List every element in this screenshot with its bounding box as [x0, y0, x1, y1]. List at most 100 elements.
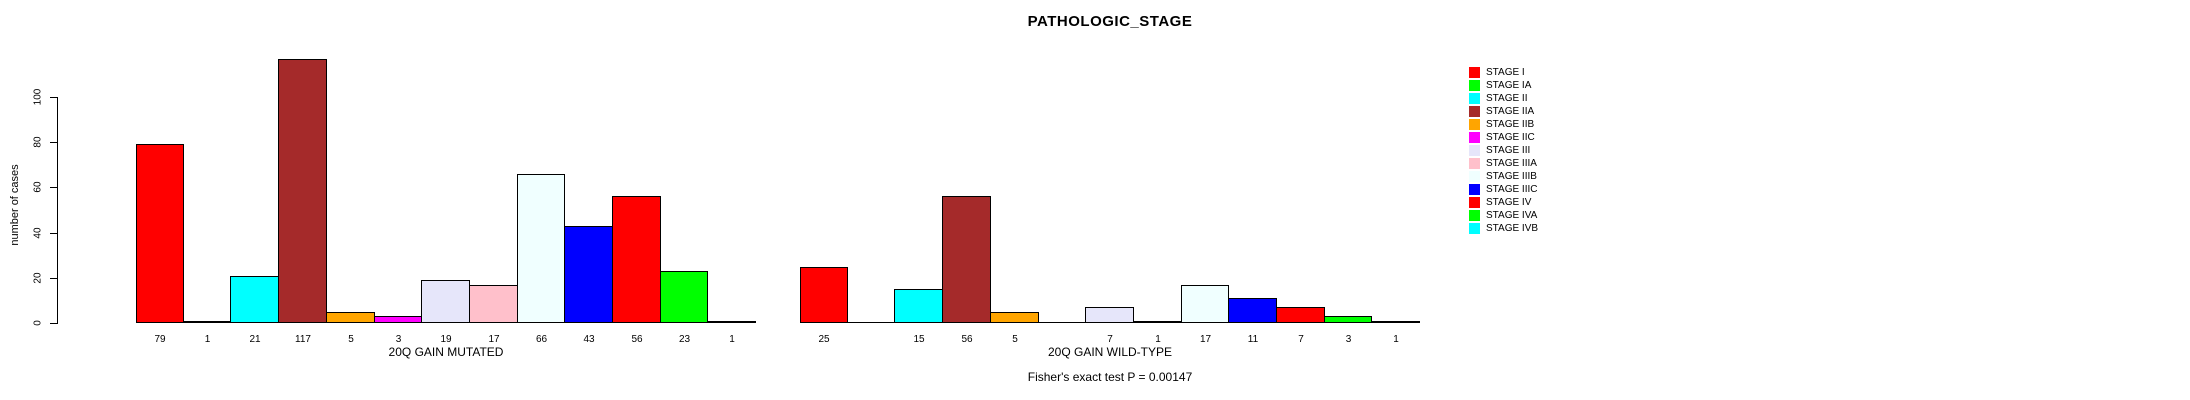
bar-stage-iiib — [517, 174, 565, 323]
y-axis-line — [57, 97, 58, 324]
bar-value-label: 43 — [583, 334, 595, 345]
bar-value-label: 5 — [348, 334, 354, 345]
bar-stage-iic — [374, 316, 422, 323]
legend-item-stage-iia: STAGE IIA — [1469, 105, 1589, 118]
bar-value-label: 117 — [295, 334, 311, 345]
bar-stage-iii — [421, 280, 470, 323]
bar-stage-iib — [990, 312, 1039, 323]
chart-title: PATHOLOGIC_STAGE — [1027, 13, 1193, 30]
legend-label: STAGE IV — [1486, 197, 1532, 208]
legend-label: STAGE I — [1486, 67, 1525, 78]
legend-label: STAGE IIB — [1486, 119, 1535, 130]
legend-label: STAGE IIC — [1486, 132, 1535, 143]
legend-item-stage-iic: STAGE IIC — [1469, 131, 1589, 144]
legend-swatch-stage-iia — [1469, 106, 1480, 117]
y-tick-label: 60 — [32, 181, 44, 193]
bar-stage-iv — [612, 196, 661, 323]
bar-value-label: 1 — [729, 334, 735, 345]
y-tick — [50, 323, 57, 324]
y-tick-label: 100 — [32, 88, 44, 106]
bar-value-label: 3 — [395, 334, 402, 345]
bar-stage-ivb — [707, 321, 756, 323]
legend-item-stage-ia: STAGE IA — [1469, 79, 1589, 92]
bar-value-label: 79 — [154, 334, 166, 345]
legend-swatch-stage-iv — [1469, 197, 1480, 208]
bar-stage-ia — [847, 322, 895, 323]
bar-value-label: 7 — [1298, 334, 1304, 345]
bar-value-label: 21 — [249, 334, 261, 345]
bar-stage-iiib — [1181, 285, 1229, 323]
bar-value-label: 25 — [818, 334, 830, 345]
bar-stage-ia — [183, 321, 231, 323]
legend-swatch-stage-iiib — [1469, 171, 1480, 182]
bar-stage-iia — [942, 196, 991, 323]
bar-value-label: 23 — [678, 334, 691, 345]
bar-value-label: 5 — [1012, 334, 1018, 345]
bar-value-label: 1 — [1155, 334, 1161, 345]
bar-stage-iib — [326, 312, 375, 323]
legend-label: STAGE IIIB — [1486, 171, 1537, 182]
bar-stage-iii — [1085, 307, 1134, 323]
legend-swatch-stage-iva — [1469, 210, 1480, 221]
y-tick — [50, 187, 57, 188]
bar-stage-iva — [660, 271, 708, 323]
legend-item-stage-iii: STAGE III — [1469, 144, 1589, 157]
legend-label: STAGE IVB — [1486, 223, 1539, 234]
legend-label: STAGE IIIA — [1486, 158, 1537, 169]
legend-label: STAGE IIIC — [1486, 184, 1538, 195]
legend-swatch-stage-iii — [1469, 145, 1480, 156]
bar-value-label: 19 — [440, 334, 452, 345]
legend-item-stage-ivb: STAGE IVB — [1469, 222, 1589, 235]
y-tick — [50, 278, 57, 279]
bar-value-label: 56 — [961, 334, 973, 345]
bar-value-label: 3 — [1345, 334, 1352, 345]
group-x-label: 20Q GAIN WILD-TYPE — [1047, 345, 1173, 359]
bar-stage-i — [136, 144, 184, 323]
legend-swatch-stage-iiia — [1469, 158, 1480, 169]
bar-stage-iic — [1038, 322, 1086, 323]
legend-swatch-stage-ivb — [1469, 223, 1480, 234]
legend-item-stage-i: STAGE I — [1469, 66, 1589, 79]
bar-value-label: 11 — [1247, 334, 1259, 345]
bar-value-label: 56 — [631, 334, 643, 345]
legend-swatch-stage-iib — [1469, 119, 1480, 130]
bar-stage-ii — [230, 276, 279, 323]
bar-stage-i — [800, 267, 848, 323]
legend-item-stage-iiia: STAGE IIIA — [1469, 157, 1589, 170]
legend-label: STAGE II — [1486, 93, 1528, 104]
legend-label: STAGE IIA — [1486, 106, 1535, 117]
y-tick — [50, 142, 57, 143]
y-tick-label: 40 — [32, 227, 44, 239]
bar-stage-iiic — [1228, 298, 1277, 323]
bar-stage-ivb — [1371, 321, 1420, 323]
bar-value-label: 15 — [913, 334, 925, 345]
y-tick — [50, 233, 57, 234]
stat-annotation: Fisher's exact test P = 0.00147 — [1027, 370, 1193, 384]
bar-value-label: 7 — [1107, 334, 1113, 345]
bar-stage-iva — [1324, 316, 1372, 323]
legend-item-stage-ii: STAGE II — [1469, 92, 1589, 105]
y-axis-label: number of cases — [9, 164, 21, 246]
legend-item-stage-iib: STAGE IIB — [1469, 118, 1589, 131]
bar-stage-iia — [278, 59, 327, 323]
bar-value-label: 1 — [204, 334, 211, 345]
y-tick-label: 0 — [32, 320, 44, 326]
legend-item-stage-iv: STAGE IV — [1469, 196, 1589, 209]
legend-item-stage-iiic: STAGE IIIC — [1469, 183, 1589, 196]
y-tick — [50, 97, 57, 98]
legend-swatch-stage-iic — [1469, 132, 1480, 143]
y-tick-label: 20 — [32, 272, 44, 284]
bar-value-label: 1 — [1393, 334, 1399, 345]
bar-value-label: 66 — [535, 334, 548, 345]
legend-label: STAGE III — [1486, 145, 1531, 156]
bar-stage-iiia — [469, 285, 518, 323]
legend-swatch-stage-ia — [1469, 80, 1480, 91]
legend-item-stage-iva: STAGE IVA — [1469, 209, 1589, 222]
legend-swatch-stage-ii — [1469, 93, 1480, 104]
legend-item-stage-iiib: STAGE IIIB — [1469, 170, 1589, 183]
bar-stage-ii — [894, 289, 943, 323]
bar-stage-iiic — [564, 226, 613, 323]
y-tick-label: 80 — [32, 136, 44, 148]
group-x-label: 20Q GAIN MUTATED — [388, 345, 504, 359]
